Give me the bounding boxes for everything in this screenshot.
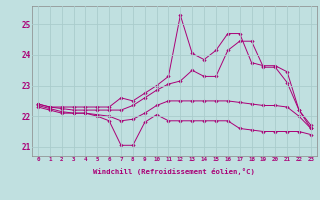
X-axis label: Windchill (Refroidissement éolien,°C): Windchill (Refroidissement éolien,°C) [93,168,255,175]
